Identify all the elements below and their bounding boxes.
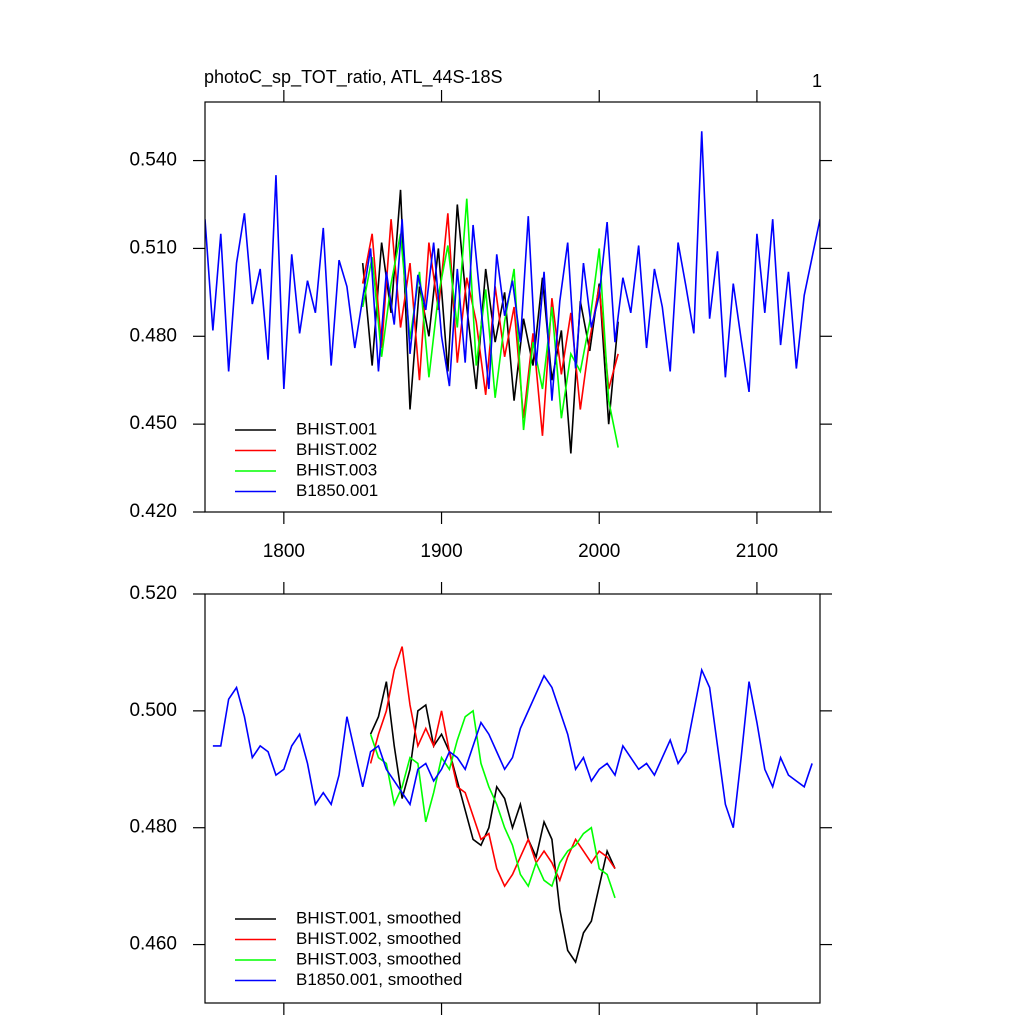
x-tick-label: 2100 (736, 541, 778, 562)
corner-label: 1 (812, 71, 822, 91)
y-tick-label: 0.480 (129, 817, 177, 838)
panel: 0.460 0.480 0.500 0.520 BHIST.001, smoothed B… (129, 582, 832, 1015)
y-tick-label: 0.420 (129, 501, 177, 522)
legend-label: B1850.001, smoothed (296, 970, 462, 989)
panel: 0.420 0.450 0.480 0.510 0.540 1800 1900 2000 210… (129, 90, 832, 562)
y-tick-label: 0.450 (129, 413, 177, 434)
x-tick-label: 2000 (578, 541, 620, 562)
legend-label: BHIST.003 (296, 460, 377, 479)
legend-label: BHIST.003, smoothed (296, 949, 461, 968)
chart-title: photoC_sp_TOT_ratio, ATL_44S-18S (204, 67, 503, 88)
plot-frame (204, 101, 821, 513)
x-tick-label: 1800 (263, 541, 305, 562)
y-tick-label: 0.480 (129, 325, 177, 346)
series-line (212, 667, 813, 828)
y-tick-label: 0.510 (129, 237, 177, 258)
legend-label: BHIST.002 (296, 440, 377, 459)
y-tick-label: 0.460 (129, 934, 177, 955)
legend-label: BHIST.001, smoothed (296, 908, 461, 927)
plot-frame (204, 593, 821, 1004)
legend-label: BHIST.002, smoothed (296, 929, 461, 948)
y-tick-label: 0.520 (129, 583, 177, 604)
legend-label: B1850.001 (296, 481, 378, 500)
y-tick-label: 0.540 (129, 150, 177, 171)
x-tick-label: 1900 (420, 541, 462, 562)
y-tick-label: 0.500 (129, 700, 177, 721)
legend-label: BHIST.001 (296, 419, 377, 438)
series-line (205, 131, 820, 401)
series-line (369, 709, 616, 899)
series-line (369, 646, 616, 888)
